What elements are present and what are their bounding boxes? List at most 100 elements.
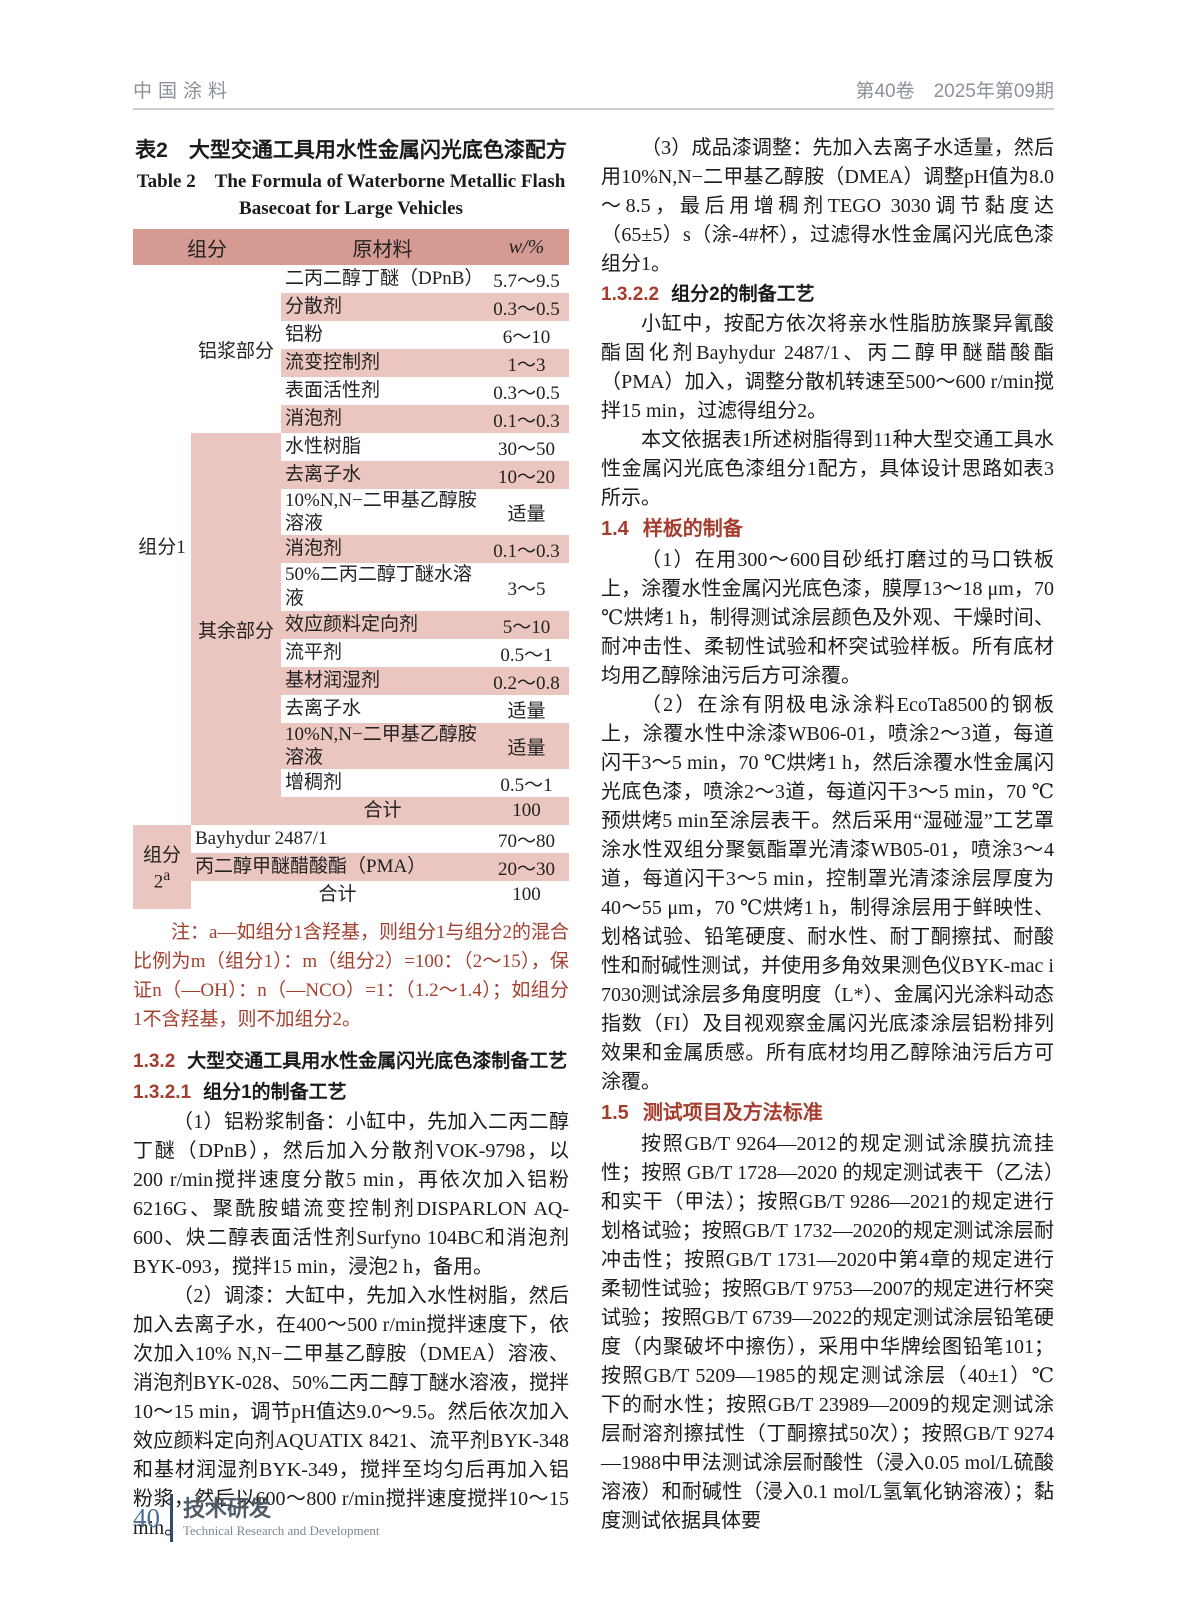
cell-value: 1～3 bbox=[484, 349, 569, 377]
cell-value: 100 bbox=[484, 881, 569, 909]
cell-material: 流平剂 bbox=[281, 639, 484, 667]
cell-material: 丙二醇甲醚醋酸酯（PMA） bbox=[191, 853, 484, 881]
group-comp2-superscript: a bbox=[163, 867, 171, 885]
table-row: 分散剂 0.3～0.5 bbox=[133, 293, 569, 321]
paragraph-final-adjustment: （3）成品漆调整：先加入去离子水适量，然后用10%N,N−二甲基乙醇胺（DMEA… bbox=[601, 137, 1054, 275]
group-cell-comp1: 组分1 bbox=[133, 265, 191, 825]
paragraph-paint-mixing: （2）调漆：大缸中，先加入水性树脂，然后加入去离子水，在400～500 r/mi… bbox=[133, 1285, 569, 1539]
footer-section-zh: 技术研发 bbox=[183, 1496, 272, 1521]
group-cell-rest: 其余部分 bbox=[191, 433, 281, 825]
table-row: 10%N,N−二甲基乙醇胺溶液 适量 bbox=[133, 723, 569, 769]
table-row: 效应颜料定向剂 5～10 bbox=[133, 611, 569, 639]
cell-value: 适量 bbox=[484, 723, 569, 769]
cell-material: 10%N,N−二甲基乙醇胺溶液 bbox=[281, 489, 484, 535]
section-title: 测试项目及方法标准 bbox=[642, 1102, 823, 1124]
cell-value: 5～10 bbox=[484, 611, 569, 639]
footer-section-block: 技术研发 Technical Research and Development bbox=[183, 1496, 380, 1540]
cell-value: 0.1～0.3 bbox=[484, 405, 569, 433]
cell-value: 70～80 bbox=[484, 825, 569, 853]
cell-material: 消泡剂 bbox=[281, 535, 484, 563]
cell-value: 适量 bbox=[484, 489, 569, 535]
paragraph-panel-prep-2: （2）在涂有阴极电泳涂料EcoTa8500的钢板上，涂覆水性中涂漆WB06-01… bbox=[601, 694, 1054, 1093]
left-column: 表2 大型交通工具用水性金属闪光底色漆配方 Table 2 The Formul… bbox=[133, 134, 569, 1543]
table-row: 消泡剂 0.1～0.3 bbox=[133, 405, 569, 433]
table-row: 铝粉 6～10 bbox=[133, 321, 569, 349]
section-heading-1-3-2: 1.3.2 大型交通工具用水性金属闪光底色漆制备工艺 bbox=[133, 1046, 569, 1077]
table2-caption-en-line1: Table 2 The Formula of Waterborne Metall… bbox=[136, 171, 566, 192]
cell-value: 0.1～0.3 bbox=[484, 535, 569, 563]
cell-value: 0.5～1 bbox=[484, 769, 569, 797]
table-row: 合计 100 bbox=[133, 797, 569, 825]
cell-value: 0.2～0.8 bbox=[484, 667, 569, 695]
cell-material: 合计 bbox=[191, 881, 484, 909]
table-row: 丙二醇甲醚醋酸酯（PMA） 20～30 bbox=[133, 853, 569, 881]
section-title: 大型交通工具用水性金属闪光底色漆制备工艺 bbox=[187, 1051, 568, 1072]
table-row: 去离子水 10～20 bbox=[133, 461, 569, 489]
cell-material: 水性树脂 bbox=[281, 433, 484, 461]
section-number: 1.5 bbox=[601, 1102, 629, 1124]
footer-page-number: 40 bbox=[133, 1502, 160, 1533]
page-footer: 40 技术研发 Technical Research and Developme… bbox=[133, 1494, 380, 1542]
cell-material: 基材润湿剂 bbox=[281, 667, 484, 695]
paragraph-test-standards: 按照GB/T 9264—2012的规定测试涂膜抗流挂性；按照 GB/T 1728… bbox=[601, 1133, 1054, 1532]
table-row: 流平剂 0.5～1 bbox=[133, 639, 569, 667]
section-heading-1-3-2-1: 1.3.2.1 组分1的制备工艺 bbox=[133, 1077, 569, 1108]
table-header-row: 组分 原材料 w/% bbox=[133, 229, 569, 265]
section-title: 样板的制备 bbox=[642, 518, 743, 540]
cell-material: 10%N,N−二甲基乙醇胺溶液 bbox=[281, 723, 484, 769]
cell-value: 0.5～1 bbox=[484, 639, 569, 667]
group-comp2-label: 组分2 bbox=[142, 845, 181, 893]
section-title: 组分2的制备工艺 bbox=[671, 284, 815, 305]
footer-section-en: Technical Research and Development bbox=[183, 1523, 380, 1538]
cell-value: 30～50 bbox=[484, 433, 569, 461]
col-header-component: 组分 bbox=[133, 229, 281, 265]
table2-caption-zh: 表2 大型交通工具用水性金属闪光底色漆配方 bbox=[135, 139, 567, 162]
cell-value: 0.3～0.5 bbox=[484, 293, 569, 321]
cell-value: 20～30 bbox=[484, 853, 569, 881]
table-row: 组分1 铝浆部分 二丙二醇丁醚（DPnB） 5.7～9.5 bbox=[133, 265, 569, 825]
table-note: 注：a—如组分1含羟基，则组分1与组分2的混合比例为m（组分1）：m（组分2）=… bbox=[133, 922, 569, 1030]
cell-material: 分散剂 bbox=[281, 293, 484, 321]
cell-material: 铝粉 bbox=[281, 321, 484, 349]
cell-material: 效应颜料定向剂 bbox=[281, 611, 484, 639]
table-row: 50%二丙二醇丁醚水溶液 3～5 bbox=[133, 563, 569, 611]
table-row: 合计 100 bbox=[133, 881, 569, 909]
cell-value: 5.7～9.5 bbox=[484, 265, 569, 293]
cell-material: 合计 bbox=[281, 797, 484, 825]
paragraph-comp2-process: 小缸中，按配方依次将亲水性脂肪族聚异氰酸酯固化剂Bayhydur 2487/1、… bbox=[601, 313, 1054, 422]
table-row: 其余部分 水性树脂 30～50 bbox=[133, 433, 569, 825]
section-heading-1-4: 1.4 样板的制备 bbox=[601, 513, 1054, 546]
cell-material: 去离子水 bbox=[281, 695, 484, 723]
table-row: 表面活性剂 0.3～0.5 bbox=[133, 377, 569, 405]
journal-title: 中国涂料 bbox=[133, 81, 234, 102]
cell-value: 10～20 bbox=[484, 461, 569, 489]
header-rule bbox=[133, 108, 1054, 110]
table2-caption-en-line2: Basecoat for Large Vehicles bbox=[239, 198, 463, 219]
cell-material: 去离子水 bbox=[281, 461, 484, 489]
formula-table: 组分 原材料 w/% 组分1 铝浆部分 二丙二醇丁醚（DPnB） 5.7～9.5… bbox=[133, 229, 569, 909]
table-row: 10%N,N−二甲基乙醇胺溶液 适量 bbox=[133, 489, 569, 535]
cell-material: 50%二丙二醇丁醚水溶液 bbox=[281, 563, 484, 611]
col-header-wpercent: w/% bbox=[484, 229, 569, 265]
section-title: 组分1的制备工艺 bbox=[203, 1082, 347, 1103]
footer-divider bbox=[170, 1494, 173, 1542]
cell-material: 表面活性剂 bbox=[281, 377, 484, 405]
table-row: 增稠剂 0.5～1 bbox=[133, 769, 569, 797]
paragraph-aluminum-paste: （1）铝粉浆制备：小缸中，先加入二丙二醇丁醚（DPnB），然后加入分散剂VOK-… bbox=[133, 1111, 569, 1278]
section-number: 1.3.2 bbox=[133, 1051, 176, 1072]
cell-value: 100 bbox=[484, 797, 569, 825]
section-number: 1.3.2.1 bbox=[133, 1082, 192, 1103]
section-number: 1.4 bbox=[601, 518, 629, 540]
cell-value: 适量 bbox=[484, 695, 569, 723]
table-row: 组分2a Bayhydur 2487/1 70～80 bbox=[133, 825, 569, 909]
section-heading-1-5: 1.5 测试项目及方法标准 bbox=[601, 1097, 1054, 1130]
cell-material: 二丙二醇丁醚（DPnB） bbox=[281, 265, 484, 293]
paragraph-panel-prep-1: （1）在用300～600目砂纸打磨过的马口铁板上，涂覆水性金属闪光底色漆，膜厚1… bbox=[601, 549, 1054, 687]
cell-value: 0.3～0.5 bbox=[484, 377, 569, 405]
cell-value: 6～10 bbox=[484, 321, 569, 349]
issue-info: 第40卷 2025年第09期 bbox=[855, 81, 1054, 102]
cell-material: 增稠剂 bbox=[281, 769, 484, 797]
group-cell-alu-paste: 铝浆部分 bbox=[191, 265, 281, 433]
table-row: 去离子水 适量 bbox=[133, 695, 569, 723]
